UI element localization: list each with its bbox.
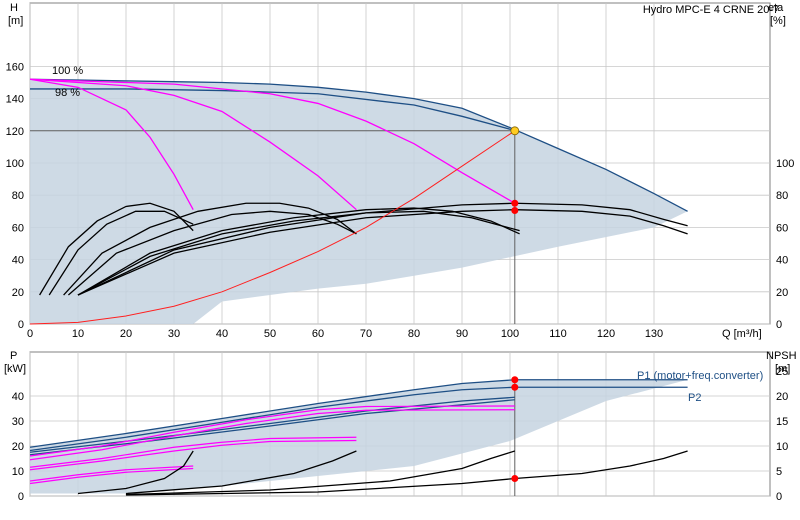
y-tick-label: 140 xyxy=(6,94,24,106)
power-npsh-plot: 0 10 20 30 40 0 5 10 15 20 25 xyxy=(12,351,788,503)
power-curve-reduced xyxy=(29,405,515,457)
x-tick-label: 60 xyxy=(312,328,324,340)
x-tick-label: 130 xyxy=(645,328,663,340)
efficiency-curve xyxy=(39,202,194,296)
eta-tick-label: 60 xyxy=(776,222,788,234)
x-tick-label: 30 xyxy=(168,328,180,340)
speed-label-100: 100 % xyxy=(52,65,83,77)
chart-title: Hydro MPC-E 4 CRNE 20-7 xyxy=(643,4,779,16)
eta-tick-label: 80 xyxy=(776,190,788,202)
power-curve xyxy=(29,379,688,448)
p-tick-label: 20 xyxy=(12,441,24,453)
x-tick-label: 40 xyxy=(216,328,228,340)
efficiency-curve xyxy=(77,209,688,296)
x-tick-label: 110 xyxy=(549,328,567,340)
p1-label: P1 (motor+freq.converter) xyxy=(637,370,763,382)
x-tick-label: 100 xyxy=(501,328,519,340)
npsh-curve xyxy=(125,450,688,496)
h-axis-unit: [m] xyxy=(8,15,23,27)
operating-envelope xyxy=(30,79,688,324)
y-tick-label: 80 xyxy=(12,190,24,202)
operating-point-marker xyxy=(511,383,519,391)
npsh-tick-label: 0 xyxy=(776,491,782,503)
x-tick-label: 90 xyxy=(456,328,468,340)
y-tick-label: 20 xyxy=(12,287,24,299)
qh-curve xyxy=(29,78,194,210)
npsh-curve xyxy=(77,450,194,495)
npsh-tick-label: 25 xyxy=(776,366,788,378)
duty-point-marker xyxy=(510,126,520,136)
qh-curve xyxy=(29,78,357,211)
p-axis-label: P xyxy=(10,350,17,362)
p2-label: P2 xyxy=(688,392,701,404)
npsh-axis-label: NPSH xyxy=(766,350,797,362)
q-axis-label: Q [m³/h] xyxy=(722,328,762,340)
x-tick-label: 0 xyxy=(27,328,33,340)
y-tick-label: 60 xyxy=(12,222,24,234)
npsh-tick-label: 15 xyxy=(776,416,788,428)
speed-label-98: 98 % xyxy=(55,87,80,99)
x-tick-label: 20 xyxy=(120,328,132,340)
eta-tick-label: 0 xyxy=(776,319,782,331)
eta-tick-label: 20 xyxy=(776,287,788,299)
eta-axis-unit: [%] xyxy=(770,15,786,27)
h-axis-label: H xyxy=(10,2,18,14)
npsh-tick-label: 10 xyxy=(776,441,788,453)
qh-curve xyxy=(29,78,516,204)
eta-tick-label: 40 xyxy=(776,255,788,267)
efficiency-curve xyxy=(77,202,688,296)
x-tick-label: 120 xyxy=(597,328,615,340)
operating-point-marker xyxy=(511,199,519,207)
head-efficiency-plot: 0 20 40 60 80 100 120 140 160 0 20 40 60 80 100 0 10 20 30… xyxy=(6,2,794,340)
power-curve-reduced xyxy=(29,409,515,461)
y-tick-label: 120 xyxy=(6,126,24,138)
power-curve xyxy=(29,386,688,452)
power-curve-reduced xyxy=(29,436,357,468)
npsh-tick-label: 20 xyxy=(776,391,788,403)
power-curve-reduced xyxy=(29,467,194,485)
efficiency-curve xyxy=(48,210,194,296)
npsh-tick-label: 5 xyxy=(776,466,782,478)
y-tick-label: 160 xyxy=(6,61,24,73)
x-tick-label: 10 xyxy=(72,328,84,340)
power-curve xyxy=(29,399,515,456)
p-tick-label: 10 xyxy=(12,466,24,478)
operating-point-marker xyxy=(511,376,519,384)
npsh-axis-unit: [m] xyxy=(775,363,790,375)
y-tick-label: 100 xyxy=(6,158,24,170)
x-tick-label: 80 xyxy=(408,328,420,340)
npsh-curve xyxy=(125,450,357,495)
x-tick-label: 70 xyxy=(360,328,372,340)
y-tick-label: 0 xyxy=(18,319,24,331)
x-tick-label: 50 xyxy=(264,328,276,340)
npsh-curve xyxy=(125,450,515,496)
p-tick-label: 40 xyxy=(12,391,24,403)
power-curve-reduced xyxy=(29,439,357,471)
eta-tick-label: 100 xyxy=(776,158,794,170)
power-envelope xyxy=(30,379,688,494)
y-tick-label: 40 xyxy=(12,255,24,267)
operating-point-marker xyxy=(511,206,519,214)
efficiency-curve xyxy=(63,202,357,296)
system-curve xyxy=(29,130,516,325)
qh-curve xyxy=(29,78,688,212)
p-axis-unit: [kW] xyxy=(4,363,26,375)
p-tick-label: 30 xyxy=(12,416,24,428)
eta-axis-label: eta xyxy=(768,2,784,14)
efficiency-curve xyxy=(77,207,520,296)
efficiency-curve xyxy=(77,210,520,296)
p-tick-label: 0 xyxy=(18,491,24,503)
operating-point-marker xyxy=(511,475,519,482)
power-curve-reduced xyxy=(29,465,194,482)
